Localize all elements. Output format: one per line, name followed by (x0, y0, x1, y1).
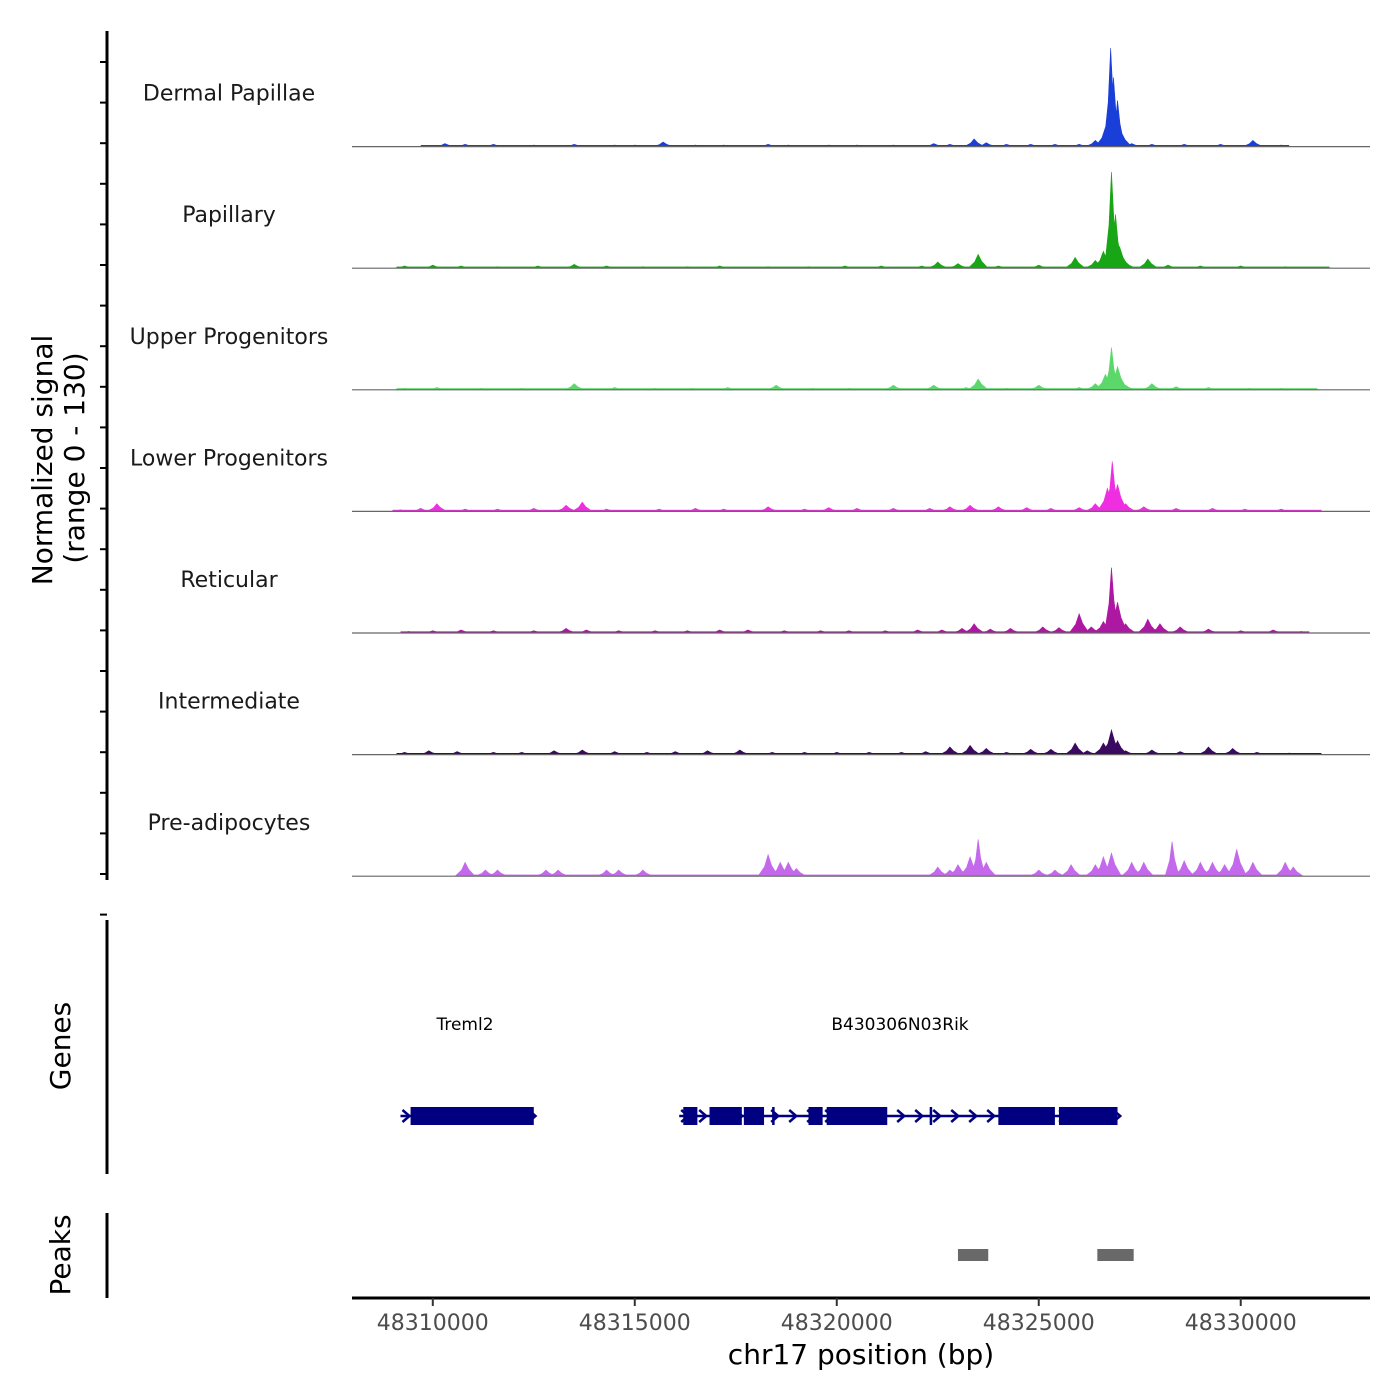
signal-floor (457, 874, 1302, 877)
peaks-track (957, 1249, 1134, 1261)
exon (683, 1107, 698, 1125)
track-label: Upper Progenitors (130, 325, 329, 350)
exon (1058, 1107, 1118, 1125)
x-tick-label: 48315000 (579, 1311, 691, 1336)
signal-floor (396, 753, 1322, 755)
track-label: Papillary (182, 203, 276, 228)
x-axis-title: chr17 position (bp) (728, 1338, 994, 1371)
track-label: Reticular (180, 568, 278, 593)
track-label: Intermediate (158, 690, 300, 715)
peak-region (957, 1249, 989, 1261)
x-tick-label: 48330000 (1185, 1311, 1297, 1336)
signal-floor (420, 145, 1290, 147)
signal-area (394, 172, 1332, 269)
gene-label: B430306N03Rik (831, 1015, 968, 1035)
exon (743, 1107, 765, 1125)
signal-area (394, 728, 1324, 755)
track-label: Dermal Papillae (143, 82, 315, 107)
track-lower-progenitors: Lower Progenitors (130, 446, 1370, 512)
x-axis-ticks: 48310000 48315000 48320000 48325000 48330000 (377, 1298, 1297, 1336)
x-tick-label: 48310000 (377, 1311, 489, 1336)
strand-arrow (968, 1109, 979, 1123)
signal-floor (396, 388, 1318, 390)
strand-arrow (950, 1109, 961, 1123)
signal-area (454, 839, 1305, 877)
track-dermal-papillae: Dermal Papillae (143, 48, 1370, 148)
track-pre-adipocytes: Pre-adipocytes (148, 811, 1370, 877)
signal-floor (396, 266, 1330, 269)
signal-floor (400, 631, 1310, 633)
strand-arrow (986, 1109, 997, 1123)
strand-arrow (401, 1109, 412, 1123)
exon (826, 1107, 888, 1125)
gene-label: Treml2 (435, 1015, 493, 1035)
strand-arrow (788, 1109, 799, 1123)
track-papillary: Papillary (182, 172, 1370, 269)
signal-area (398, 567, 1312, 634)
gene-treml2: Treml2 (400, 1015, 538, 1125)
exon (998, 1107, 1055, 1125)
genes-track: Treml2 B430306N03Rik (400, 1015, 1123, 1125)
y-axis-title-line2: (range 0 - 130) (58, 352, 91, 563)
signal-floor (392, 509, 1322, 512)
track-label: Lower Progenitors (130, 446, 328, 471)
track-label: Pre-adipocytes (148, 811, 311, 836)
exon (929, 1107, 933, 1125)
exon (808, 1107, 823, 1125)
track-reticular: Reticular (180, 567, 1370, 634)
genes-panel-label: Genes (44, 1002, 77, 1090)
x-tick-label: 48325000 (983, 1311, 1095, 1336)
signal-tracks: Dermal Papillae Papillary Upper Progenitor… (130, 48, 1370, 877)
signal-area (390, 461, 1324, 512)
gene-b430306n03rik: B430306N03Rik (679, 1015, 1123, 1125)
signal-area (418, 48, 1292, 147)
signal-area (394, 347, 1320, 391)
exon (772, 1107, 775, 1125)
signal-y-axis-ticks (100, 61, 107, 916)
exon (410, 1107, 534, 1125)
strand-arrow (932, 1109, 943, 1123)
x-tick-label: 48320000 (781, 1311, 893, 1336)
strand-arrow (896, 1109, 907, 1123)
peaks-panel-label: Peaks (44, 1214, 77, 1295)
strand-arrow (914, 1109, 925, 1123)
track-upper-progenitors: Upper Progenitors (130, 325, 1370, 391)
exon (709, 1107, 742, 1125)
y-axis-title-line1: Normalized signal (26, 335, 59, 586)
track-intermediate: Intermediate (158, 690, 1370, 756)
peak-region (1097, 1249, 1134, 1261)
strand-arrow (698, 1109, 709, 1123)
